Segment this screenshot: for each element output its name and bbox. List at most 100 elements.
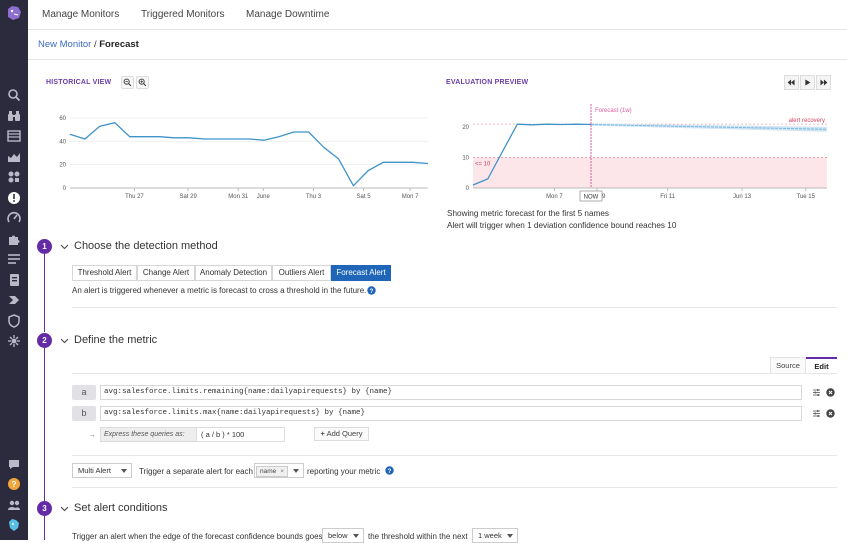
step-1-badge: 1 <box>37 239 52 254</box>
datadog-logo-icon[interactable] <box>5 4 23 22</box>
binoculars-icon[interactable] <box>7 109 21 123</box>
divider <box>72 455 837 456</box>
rum-icon[interactable] <box>7 334 21 348</box>
step-connector <box>44 348 45 501</box>
threshold-alert-option[interactable]: Threshold Alert <box>72 265 137 281</box>
forecast-confidence-band <box>591 123 827 132</box>
breadcrumb-current: Forecast <box>99 39 139 50</box>
step-connector <box>44 254 45 332</box>
step-connector <box>44 516 45 540</box>
team-icon[interactable] <box>7 498 21 512</box>
settings-sliders-icon[interactable] <box>812 409 821 418</box>
question-circle-icon[interactable]: ? <box>385 466 394 475</box>
detection-description: An alert is triggered whenever a metric … <box>72 286 367 295</box>
breadcrumb-new-monitor-link[interactable]: New Monitor <box>38 39 92 50</box>
x-tick-label: Fri 11 <box>660 194 676 200</box>
plus-icon: + <box>320 429 325 438</box>
window-value: 1 week <box>478 531 502 540</box>
evaluation-preview-title: EVALUATION PREVIEW <box>446 79 529 86</box>
x-tick-label: June <box>257 194 271 200</box>
query-b-input[interactable]: avg:salesforce.limits.max{name:dailyapir… <box>100 406 802 421</box>
help-icon[interactable]: ? <box>7 477 21 491</box>
chevron-down-icon[interactable] <box>60 336 69 345</box>
recovery-label: alert recovery <box>789 118 825 124</box>
tab-manage-downtime[interactable]: Manage Downtime <box>246 9 330 20</box>
caret-down-icon <box>507 534 513 538</box>
caret-down-icon <box>293 469 299 473</box>
monitors-icon[interactable] <box>7 191 21 205</box>
dashboard-icon[interactable] <box>7 129 21 143</box>
add-query-button[interactable]: + Add Query <box>314 427 369 441</box>
condition-text-1: Trigger an alert when the edge of the fo… <box>72 532 323 541</box>
query-b-label: b <box>72 406 96 421</box>
y-tick-label: 40 <box>59 139 66 145</box>
y-tick-label: 60 <box>59 116 66 122</box>
chevron-down-icon[interactable] <box>60 242 69 251</box>
edit-tab[interactable]: Edit <box>806 357 837 373</box>
y-tick-label: 20 <box>59 163 66 169</box>
apm-icon[interactable] <box>7 211 21 225</box>
arrow-right-icon: → <box>88 430 96 439</box>
forecast-info-line1: Showing metric forecast for the first 5 … <box>447 209 609 218</box>
remove-query-icon[interactable] <box>826 409 835 418</box>
source-tab[interactable]: Source <box>770 357 806 373</box>
security-icon[interactable] <box>7 314 21 328</box>
puzzle-icon[interactable] <box>7 232 21 246</box>
alert-mode-select[interactable]: Multi Alert <box>72 463 132 478</box>
x-tick-label: Sat 29 <box>179 194 197 200</box>
outliers-alert-option[interactable]: Outliers Alert <box>272 265 331 281</box>
fast-forward-icon <box>820 79 828 86</box>
logs-icon[interactable] <box>7 252 21 266</box>
divider <box>72 307 837 308</box>
remove-tag-icon[interactable]: × <box>280 468 285 475</box>
x-tick-label: Thu 3 <box>306 194 322 200</box>
breadcrumb-separator: / <box>93 39 97 50</box>
x-tick-label: Mon 31 <box>228 194 249 200</box>
series-line <box>69 121 429 187</box>
caret-down-icon <box>121 469 127 473</box>
tab-triggered-monitors[interactable]: Triggered Monitors <box>141 9 225 20</box>
formula-input[interactable]: ( a / b ) * 100 <box>196 427 285 442</box>
step-2-badge: 2 <box>37 333 52 348</box>
rewind-button[interactable] <box>784 75 799 90</box>
window-select[interactable]: 1 week <box>472 528 518 543</box>
rewind-icon <box>787 79 795 86</box>
x-tick-label: Mon 7 <box>402 194 419 200</box>
query-a-input[interactable]: avg:salesforce.limits.remaining{name:dai… <box>100 385 802 400</box>
anomaly-detection-option[interactable]: Anomaly Detection <box>195 265 272 281</box>
tab-manage-monitors[interactable]: Manage Monitors <box>42 9 120 20</box>
direction-select[interactable]: below <box>322 528 364 543</box>
fast-forward-button[interactable] <box>816 75 831 90</box>
chevron-down-icon[interactable] <box>60 504 69 513</box>
settings-sliders-icon[interactable] <box>812 388 821 397</box>
x-tick-label: Jun 13 <box>733 194 752 200</box>
caret-down-icon <box>353 534 359 538</box>
zoom-out-button[interactable] <box>121 76 134 89</box>
step-2-title[interactable]: Define the metric <box>74 334 158 346</box>
user-icon[interactable] <box>7 518 21 532</box>
forecast-label: Forecast (1w) <box>595 108 632 114</box>
integrations-icon[interactable] <box>7 170 21 184</box>
step-1-title[interactable]: Choose the detection method <box>74 240 218 252</box>
alert-mode-value: Multi Alert <box>78 466 111 475</box>
forecast-alert-option[interactable]: Forecast Alert <box>331 265 391 281</box>
divider <box>28 59 847 60</box>
divider <box>72 487 837 488</box>
notebook-icon[interactable] <box>7 273 21 287</box>
step-3-title[interactable]: Set alert conditions <box>74 502 168 514</box>
play-button[interactable] <box>800 75 815 90</box>
question-circle-icon[interactable]: ? <box>367 286 376 295</box>
forecast-info-line2: Alert will trigger when 1 deviation conf… <box>447 221 677 230</box>
group-tag[interactable]: name × <box>256 466 289 477</box>
remove-query-icon[interactable] <box>826 388 835 397</box>
zoom-in-button[interactable] <box>136 76 149 89</box>
infrastructure-icon[interactable] <box>7 150 21 164</box>
series-line <box>590 124 828 130</box>
search-icon[interactable] <box>7 88 21 102</box>
now-label: NOW <box>584 195 599 201</box>
synthetics-icon[interactable] <box>7 293 21 307</box>
change-alert-option[interactable]: Change Alert <box>137 265 195 281</box>
top-nav: Manage Monitors Triggered Monitors Manag… <box>28 0 847 30</box>
chat-icon[interactable] <box>7 457 21 471</box>
